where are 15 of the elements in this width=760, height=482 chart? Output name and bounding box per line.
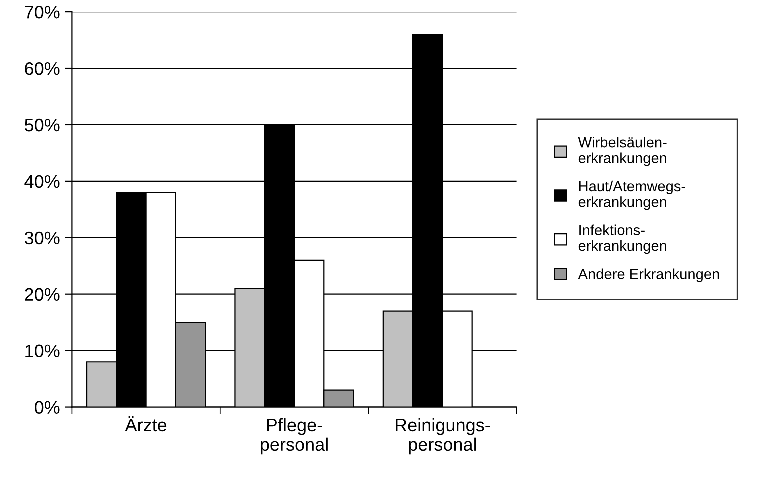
x-tick-label: Ärzte bbox=[125, 416, 167, 432]
y-tick-label: 50% bbox=[24, 118, 60, 132]
legend-label: Andere Erkrankungen bbox=[578, 268, 720, 282]
legend-label: Infektions- erkrankungen bbox=[578, 224, 666, 254]
y-tick-label: 60% bbox=[25, 62, 60, 76]
x-tick-label: Pflege- personal bbox=[261, 418, 328, 455]
y-tick-label: 10% bbox=[26, 344, 60, 358]
y-tick-label: 30% bbox=[24, 232, 60, 245]
x-tick-label: Reinigungs- personal bbox=[396, 418, 490, 455]
legend-label: Haut/Atemwegs- erkrankungen bbox=[578, 180, 686, 210]
y-tick-label: 0% bbox=[35, 401, 60, 414]
legend-label: Wirbelsäulen- erkrankungen bbox=[578, 137, 667, 166]
y-tick-label: 40% bbox=[24, 175, 60, 188]
y-tick-label: 70% bbox=[25, 6, 60, 19]
y-tick-label: 20% bbox=[25, 288, 60, 302]
